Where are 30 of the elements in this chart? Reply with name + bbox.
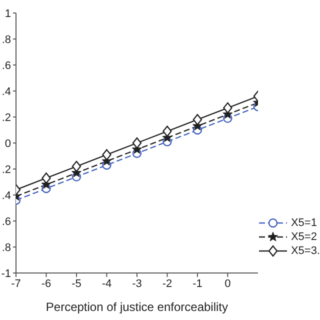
x-tick-label: -6 <box>41 278 52 290</box>
point <box>42 172 51 184</box>
x-tick-label: -1 <box>192 278 202 290</box>
y-tick-label: .6 <box>2 60 11 72</box>
y-tick-label: .2 <box>2 164 11 176</box>
x-tick-label: -3 <box>132 278 142 290</box>
legend-label: X5=2 <box>290 230 317 244</box>
x-tick-label: -4 <box>102 278 112 290</box>
x-axis-title: Perception of justice enforceability <box>46 300 228 314</box>
y-tick-label: .4 <box>2 190 11 202</box>
y-tick-label: .8 <box>2 242 11 254</box>
point <box>72 160 82 172</box>
x-tick-label: 0 <box>224 278 231 290</box>
y-tick-label: .4 <box>2 86 11 98</box>
y-tick-label: -1 <box>1 268 11 280</box>
point <box>223 102 232 114</box>
y-tick-label: .6 <box>2 216 11 228</box>
x-tick-label: -5 <box>72 278 82 290</box>
point <box>192 114 202 126</box>
point <box>102 149 112 160</box>
y-tick-label: 0 <box>4 138 11 150</box>
legend-label: X5=1 <box>290 216 317 230</box>
point <box>162 126 172 137</box>
legend-label: X5=3. <box>290 244 320 258</box>
y-tick-label: .8 <box>2 34 11 46</box>
y-tick-label: .2 <box>2 112 11 124</box>
x-tick-label: -7 <box>11 278 21 290</box>
y-tick-label: 1 <box>4 8 11 20</box>
x-tick-label: -2 <box>162 278 172 290</box>
point <box>132 137 142 149</box>
